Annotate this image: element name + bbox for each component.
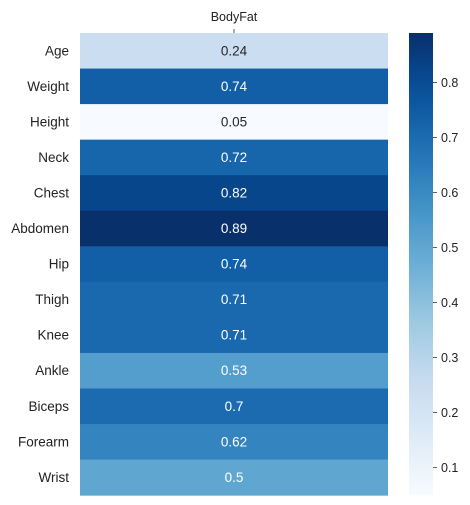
cell-value-label: 0.89 [221,221,247,236]
row-label: Wrist [39,470,70,485]
cell-value-label: 0.5 [225,470,244,485]
column-label: BodyFat [211,10,258,24]
heatmap-cell [80,388,388,425]
cell-value-label: 0.71 [221,292,247,307]
heatmap-cell [80,175,388,212]
row-label: Weight [27,79,69,94]
heatmap-cell [80,317,388,354]
cell-value-label: 0.53 [221,363,247,378]
row-label: Ankle [35,363,69,378]
cell-value-label: 0.82 [221,185,247,200]
colorbar-tick-label: 0.1 [441,461,458,475]
heatmap-cell [80,210,388,247]
heatmap-cell [80,68,388,105]
heatmap-cell [80,352,388,389]
heatmap-cell [80,104,388,141]
row-label: Chest [34,185,70,200]
heatmap-cell [80,246,388,283]
row-label: Neck [38,150,69,165]
colorbar-tick-label: 0.3 [441,351,458,365]
cell-value-label: 0.74 [221,79,248,94]
cell-value-label: 0.05 [221,114,247,129]
cell-value-label: 0.7 [225,399,244,414]
row-label: Thigh [35,292,69,307]
heatmap-cell [80,424,388,461]
colorbar-tick-label: 0.7 [441,131,458,145]
cell-value-label: 0.24 [221,43,248,58]
colorbar-tick-label: 0.8 [441,76,458,90]
heatmap-cell [80,281,388,318]
cell-value-label: 0.71 [221,328,247,343]
colorbar-tick-label: 0.2 [441,406,458,420]
heatmap-cell [80,33,388,70]
heatmap-cell [80,459,388,496]
heatmap-cell [80,139,388,176]
cell-value-label: 0.62 [221,434,247,449]
row-label: Forearm [18,434,69,449]
row-label: Age [45,43,69,58]
row-label: Height [30,114,69,129]
cell-value-label: 0.72 [221,150,247,165]
colorbar-tick-label: 0.6 [441,186,458,200]
colorbar-tick-label: 0.4 [441,296,458,310]
row-label: Abdomen [11,221,69,236]
colorbar-tick-label: 0.5 [441,241,458,255]
colorbar [409,33,433,496]
row-label: Knee [37,328,69,343]
row-label: Hip [49,257,69,272]
row-label: Biceps [28,399,69,414]
cell-value-label: 0.74 [221,257,248,272]
